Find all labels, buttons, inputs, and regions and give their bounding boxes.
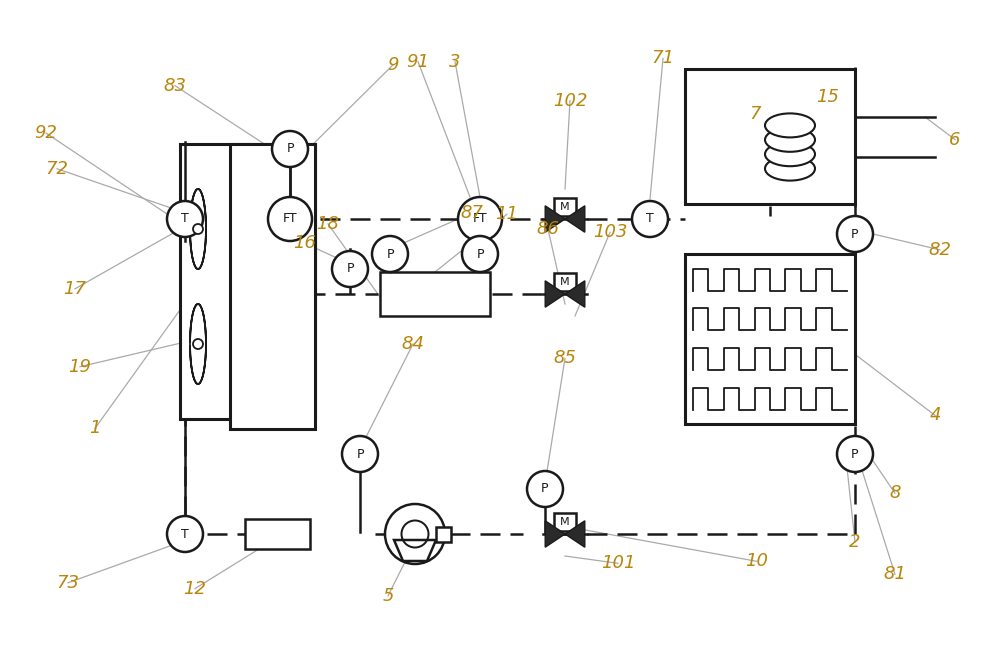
Polygon shape	[545, 206, 565, 232]
Polygon shape	[565, 520, 585, 547]
Circle shape	[372, 236, 408, 272]
Text: 9: 9	[387, 56, 399, 74]
Bar	[685, 69, 855, 204]
Text: 101: 101	[601, 554, 635, 572]
Text: 83: 83	[164, 77, 186, 95]
Text: 86: 86	[536, 220, 560, 238]
Text: P: P	[851, 228, 859, 241]
Text: FT: FT	[473, 212, 487, 225]
Text: P: P	[286, 143, 294, 156]
Circle shape	[272, 131, 308, 167]
Circle shape	[527, 471, 563, 507]
Circle shape	[268, 197, 312, 241]
Text: 72: 72	[46, 160, 68, 178]
Circle shape	[342, 436, 378, 472]
Text: 2: 2	[849, 533, 861, 551]
Circle shape	[193, 339, 203, 349]
Polygon shape	[545, 281, 565, 307]
Ellipse shape	[765, 114, 815, 138]
Text: 102: 102	[553, 92, 587, 110]
Text: 92: 92	[34, 124, 58, 142]
Text: 73: 73	[56, 574, 80, 592]
Text: 7: 7	[749, 104, 761, 123]
Text: M: M	[560, 517, 570, 527]
Text: 4: 4	[929, 406, 941, 424]
Ellipse shape	[765, 142, 815, 166]
Text: 16: 16	[294, 234, 316, 252]
Text: P: P	[386, 247, 394, 260]
Circle shape	[462, 236, 498, 272]
Bar	[554, 198, 576, 215]
Text: 5: 5	[382, 587, 394, 605]
Text: P: P	[851, 448, 859, 461]
Ellipse shape	[765, 156, 815, 180]
Bar	[230, 144, 315, 429]
Text: 6: 6	[949, 130, 961, 149]
Circle shape	[837, 436, 873, 472]
Text: T: T	[646, 212, 654, 225]
Text: 10: 10	[746, 552, 768, 570]
Text: T: T	[181, 528, 189, 541]
Text: 84: 84	[402, 335, 424, 353]
Text: 103: 103	[593, 223, 627, 241]
Bar	[436, 526, 451, 541]
Polygon shape	[545, 520, 565, 547]
Text: 15: 15	[816, 88, 840, 106]
Text: 71: 71	[652, 49, 674, 67]
Bar	[554, 513, 576, 531]
Bar	[245, 519, 310, 549]
Text: T: T	[181, 212, 189, 225]
Text: 3: 3	[449, 53, 461, 71]
Text: P: P	[541, 482, 549, 495]
Circle shape	[632, 201, 668, 237]
Text: M: M	[560, 276, 570, 287]
Bar	[380, 272, 490, 316]
Text: 1: 1	[89, 419, 101, 437]
Text: 87: 87	[460, 204, 484, 222]
Polygon shape	[394, 540, 436, 561]
Circle shape	[167, 201, 203, 237]
Polygon shape	[565, 206, 585, 232]
Text: M: M	[560, 202, 570, 212]
Circle shape	[193, 224, 203, 234]
Text: 19: 19	[68, 358, 92, 376]
Text: 82: 82	[928, 241, 952, 259]
Bar	[685, 254, 855, 424]
Bar	[180, 144, 315, 419]
Bar	[554, 273, 576, 291]
Text: P: P	[476, 247, 484, 260]
Circle shape	[332, 251, 368, 287]
Text: 18: 18	[316, 215, 340, 233]
Circle shape	[837, 216, 873, 252]
Circle shape	[167, 516, 203, 552]
Text: 81: 81	[884, 565, 906, 583]
Text: P: P	[346, 262, 354, 275]
Ellipse shape	[765, 128, 815, 152]
Text: 11: 11	[496, 205, 518, 223]
Text: FT: FT	[283, 212, 297, 225]
Text: 8: 8	[889, 484, 901, 502]
Circle shape	[458, 197, 502, 241]
Text: 12: 12	[184, 580, 207, 598]
Text: 91: 91	[406, 53, 430, 71]
Polygon shape	[565, 281, 585, 307]
Text: P: P	[356, 448, 364, 461]
Circle shape	[385, 504, 445, 564]
Text: 17: 17	[64, 280, 87, 298]
Text: 85: 85	[554, 349, 576, 367]
